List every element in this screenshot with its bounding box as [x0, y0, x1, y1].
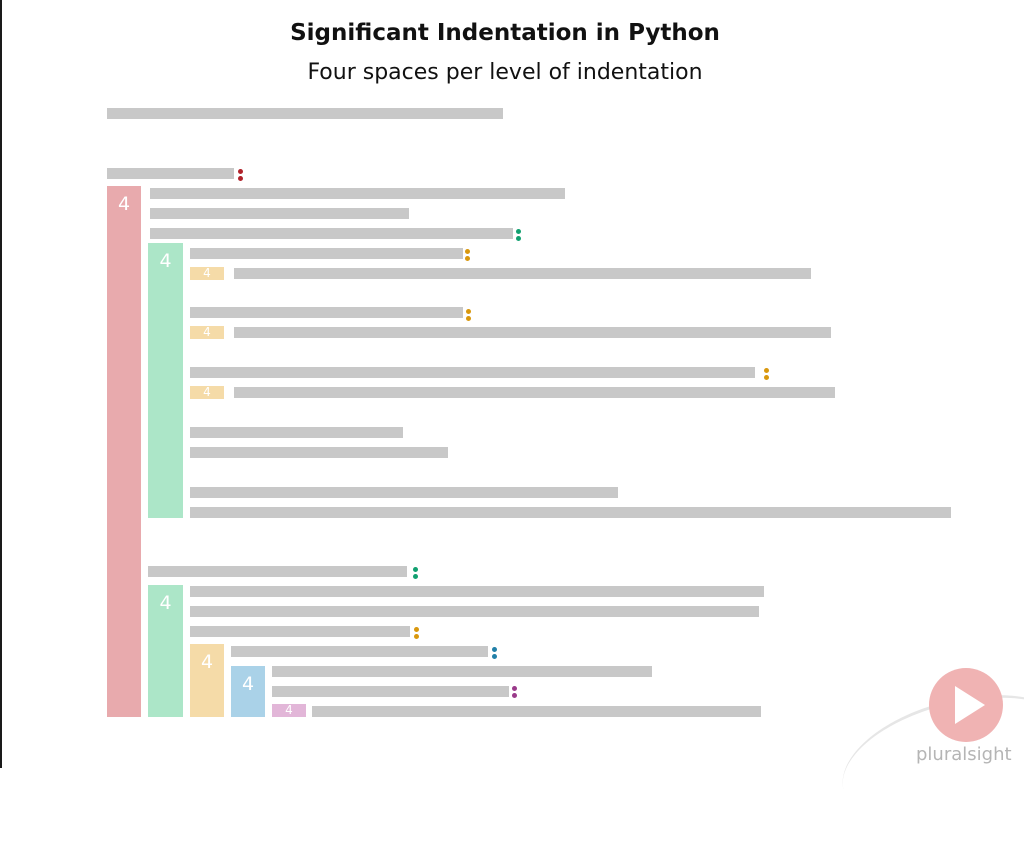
code-line	[190, 367, 755, 378]
code-line	[312, 706, 761, 717]
code-line	[150, 228, 513, 239]
code-line	[234, 327, 831, 338]
code-line	[231, 646, 488, 657]
indent-block-level-1: 4	[107, 186, 141, 717]
indent-label: 4	[200, 651, 214, 673]
code-line	[190, 606, 759, 617]
indent-label: 4	[203, 385, 211, 399]
indent-block-level-5: 4	[272, 704, 306, 717]
code-line	[148, 566, 407, 577]
indent-block-level-3: 4	[190, 644, 224, 717]
indent-label: 4	[285, 703, 293, 717]
code-line	[150, 208, 409, 219]
indent-block-level-4: 4	[231, 666, 265, 717]
indent-block-level-2: 4	[148, 585, 183, 717]
play-triangle-icon	[955, 686, 985, 724]
indent-label: 4	[117, 193, 131, 215]
code-line	[190, 248, 463, 259]
brand-name: pluralsight	[916, 744, 1012, 765]
indent-block-level-3: 4	[190, 326, 224, 339]
code-line	[107, 108, 503, 119]
slide-subtitle: Four spaces per level of indentation	[307, 60, 703, 85]
code-line	[190, 307, 463, 318]
slide-title: Significant Indentation in Python	[290, 20, 720, 46]
indent-label: 4	[241, 673, 255, 695]
code-line	[190, 626, 410, 637]
indent-block-level-2: 4	[148, 243, 183, 518]
indent-label: 4	[203, 266, 211, 280]
indent-label: 4	[159, 250, 172, 272]
indent-label: 4	[203, 325, 211, 339]
code-line	[272, 686, 509, 697]
code-line	[190, 487, 618, 498]
code-line	[150, 188, 565, 199]
slide-border	[0, 0, 2, 768]
code-line	[234, 387, 835, 398]
code-line	[107, 168, 234, 179]
code-line	[234, 268, 811, 279]
code-line	[190, 586, 764, 597]
code-line	[190, 507, 951, 518]
indent-label: 4	[159, 592, 172, 614]
code-line	[272, 666, 652, 677]
indent-block-level-3: 4	[190, 267, 224, 280]
indent-block-level-3: 4	[190, 386, 224, 399]
code-line	[190, 447, 448, 458]
code-line	[190, 427, 403, 438]
